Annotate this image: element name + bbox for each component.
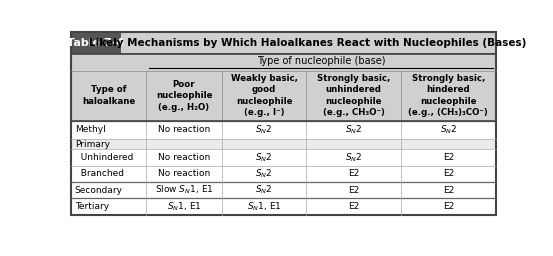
Text: No reaction: No reaction bbox=[158, 153, 210, 162]
Text: E2: E2 bbox=[348, 202, 359, 211]
Text: Type of
haloalkane: Type of haloalkane bbox=[82, 86, 135, 106]
Bar bbox=[71, 54, 495, 71]
Text: $S_N2$: $S_N2$ bbox=[345, 151, 362, 164]
Text: Type of nucleophile (base): Type of nucleophile (base) bbox=[257, 56, 385, 66]
Text: Primary: Primary bbox=[75, 140, 109, 148]
Text: $S_N2$: $S_N2$ bbox=[255, 151, 273, 164]
Text: Tertiary: Tertiary bbox=[75, 202, 109, 211]
Bar bbox=[71, 32, 495, 54]
Text: E2: E2 bbox=[442, 186, 454, 195]
Bar bbox=[71, 149, 495, 166]
Text: No reaction: No reaction bbox=[158, 125, 210, 134]
Text: Likely Mechanisms by Which Haloalkanes React with Nucleophiles (Bases): Likely Mechanisms by Which Haloalkanes R… bbox=[90, 38, 527, 48]
Text: $S_N2$: $S_N2$ bbox=[255, 184, 273, 196]
Text: Strongly basic,
unhindered
nucleophile
(e.g., CH₃O⁻): Strongly basic, unhindered nucleophile (… bbox=[317, 74, 390, 117]
Text: No reaction: No reaction bbox=[158, 169, 210, 178]
Text: $S_N$1, E1: $S_N$1, E1 bbox=[166, 200, 201, 213]
Text: Weakly basic,
good
nucleophile
(e.g., I⁻): Weakly basic, good nucleophile (e.g., I⁻… bbox=[231, 74, 298, 117]
Bar bbox=[71, 71, 495, 121]
Text: Slow $S_N$1, E1: Slow $S_N$1, E1 bbox=[155, 184, 213, 196]
Text: $S_N2$: $S_N2$ bbox=[345, 124, 362, 136]
Bar bbox=[71, 121, 495, 139]
Text: Strongly basic,
hindered
nucleophile
(e.g., (CH₃)₃CO⁻): Strongly basic, hindered nucleophile (e.… bbox=[409, 74, 488, 117]
Text: E2: E2 bbox=[442, 169, 454, 178]
Bar bbox=[71, 166, 495, 182]
Text: E2: E2 bbox=[442, 153, 454, 162]
Bar bbox=[71, 182, 495, 198]
Text: E2: E2 bbox=[348, 169, 359, 178]
Text: Methyl: Methyl bbox=[75, 125, 106, 134]
Text: $S_N$1, E1: $S_N$1, E1 bbox=[247, 200, 281, 213]
Text: Poor
nucleophile
(e.g., H₂O): Poor nucleophile (e.g., H₂O) bbox=[156, 80, 212, 112]
Text: E2: E2 bbox=[348, 186, 359, 195]
Text: Secondary: Secondary bbox=[75, 186, 123, 195]
Text: $S_N2$: $S_N2$ bbox=[255, 124, 273, 136]
Bar bbox=[71, 139, 495, 149]
Text: $S_N2$: $S_N2$ bbox=[440, 124, 457, 136]
Text: Branched: Branched bbox=[75, 169, 124, 178]
Bar bbox=[71, 198, 495, 215]
Text: E2: E2 bbox=[442, 202, 454, 211]
Bar bbox=[71, 32, 121, 54]
Text: Unhindered: Unhindered bbox=[75, 153, 133, 162]
Text: Table 7-4: Table 7-4 bbox=[67, 38, 124, 48]
Text: $S_N2$: $S_N2$ bbox=[255, 167, 273, 180]
